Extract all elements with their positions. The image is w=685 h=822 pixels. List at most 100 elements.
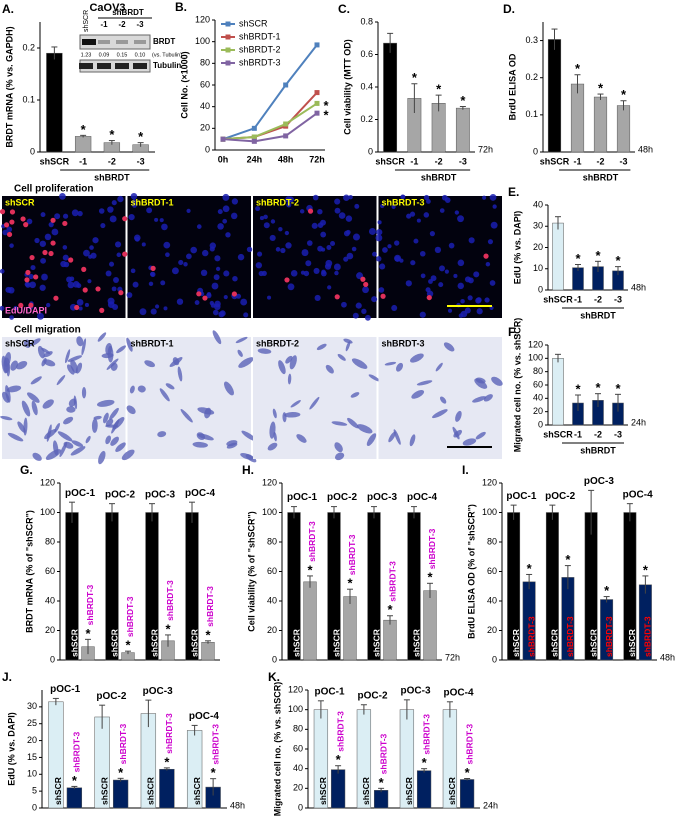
nucleus	[348, 195, 353, 200]
cell	[5, 385, 11, 403]
y-tick-label: 10	[27, 769, 37, 779]
significance: *	[621, 87, 627, 102]
image-label: shBRDT-1	[131, 197, 174, 207]
y-tick-label: 60	[267, 566, 277, 576]
nucleus	[343, 256, 349, 262]
panel-label: J.	[2, 670, 12, 684]
cell	[356, 424, 373, 434]
group-label: pOC-4	[623, 489, 653, 500]
chart-title: CaOV3	[89, 2, 125, 14]
nucleus	[320, 231, 327, 238]
significance: *	[527, 561, 533, 576]
nucleus	[334, 207, 341, 214]
nucleus	[217, 223, 224, 230]
nucleus	[406, 213, 412, 219]
x-tick-label: -2	[108, 156, 116, 166]
x-tick-label: -1	[574, 294, 582, 304]
bar	[570, 83, 585, 153]
cell	[57, 431, 73, 442]
edu-nucleus	[360, 276, 366, 282]
bar-label: shSCR	[404, 777, 414, 805]
bar	[416, 770, 432, 809]
nucleus	[364, 314, 371, 321]
y-tick-label: 40	[267, 595, 277, 605]
cell	[337, 353, 346, 361]
nucleus	[6, 226, 13, 233]
bar	[373, 790, 389, 809]
bar-label: shBRDT-3	[427, 528, 437, 569]
nucleus	[105, 270, 112, 277]
cell	[81, 386, 87, 399]
bar-label: shBRDT-3	[118, 723, 128, 764]
y-tick-label: 60	[293, 743, 303, 753]
bar-label: shBRDT-3	[643, 616, 653, 657]
cell	[368, 374, 380, 382]
y-tick-label: 20	[293, 783, 303, 793]
y-tick-label: 40	[487, 595, 497, 605]
point	[251, 138, 257, 144]
edu-nucleus	[6, 231, 13, 238]
nucleus	[287, 283, 295, 291]
cell	[21, 400, 31, 417]
y-tick-label: 120	[40, 477, 55, 487]
significance: *	[565, 552, 571, 567]
bar-label: shSCR	[371, 629, 381, 657]
cell	[475, 431, 486, 440]
cell	[432, 409, 448, 419]
nucleus	[89, 245, 94, 250]
bar	[593, 96, 608, 153]
nucleus	[489, 193, 497, 201]
nucleus	[453, 273, 458, 279]
edu-nucleus	[81, 266, 87, 272]
nucleus	[223, 295, 228, 300]
x-tick-label: shSCR	[543, 294, 573, 304]
panel-label: E.	[508, 185, 519, 199]
nucleus	[163, 241, 171, 249]
note: 72h	[445, 652, 460, 662]
y-tick-label: 0.2	[525, 72, 538, 82]
nucleus	[223, 270, 230, 277]
cell	[96, 399, 115, 407]
nucleus	[160, 280, 166, 286]
significance: *	[125, 638, 131, 653]
nucleus	[303, 270, 310, 277]
edu-nucleus	[118, 290, 124, 296]
y-tick-label: 20	[533, 406, 543, 416]
nucleus	[299, 209, 305, 214]
nucleus	[444, 269, 449, 274]
cell	[347, 417, 359, 429]
nucleus	[391, 204, 396, 209]
group-label: pOC-4	[189, 711, 219, 722]
nucleus	[113, 277, 119, 283]
group-label: pOC-4	[407, 492, 437, 503]
image-section-title: Cell migration	[14, 325, 81, 336]
cell	[71, 440, 84, 447]
significance: *	[379, 775, 385, 790]
quant: 1.23	[81, 52, 92, 58]
cell	[235, 336, 248, 344]
edu-nucleus	[99, 307, 105, 313]
nucleus	[13, 305, 18, 311]
bar	[112, 779, 129, 809]
cell	[416, 380, 433, 386]
y-tick-label: 0	[32, 802, 37, 812]
nucleus	[114, 241, 122, 248]
y-tick-label: 0.1	[22, 94, 35, 104]
significance: *	[323, 98, 329, 113]
cell	[272, 408, 277, 419]
bar-label: shSCR	[411, 629, 421, 657]
nucleus	[159, 218, 164, 223]
nucleus	[146, 207, 153, 214]
nucleus	[278, 226, 283, 232]
blot	[79, 34, 151, 50]
cell	[16, 360, 28, 370]
cell	[105, 435, 112, 445]
significance: *	[307, 562, 313, 577]
y-tick-label: 25	[27, 718, 37, 728]
nucleus	[434, 246, 442, 254]
point	[314, 42, 320, 48]
y-tick-label: 0	[368, 146, 373, 156]
nucleus	[409, 211, 416, 217]
nucleus	[482, 195, 487, 200]
bar-label: shSCR	[189, 629, 199, 657]
